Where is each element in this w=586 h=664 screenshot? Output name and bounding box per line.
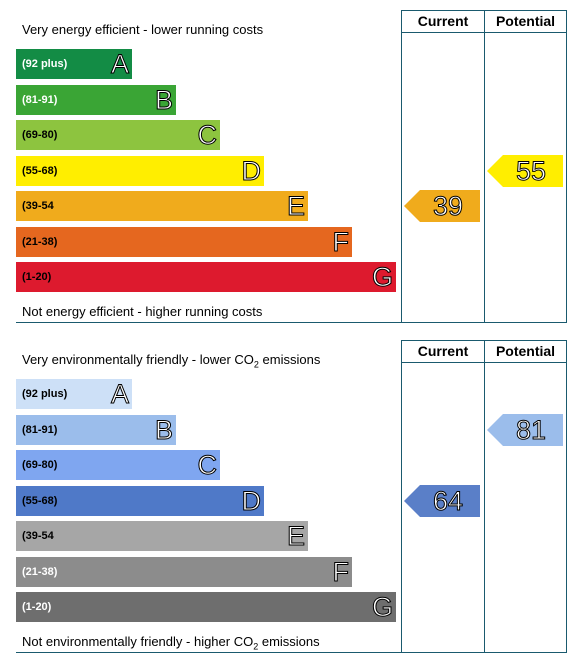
- band-range: (55-68): [22, 164, 58, 177]
- band-e: (39-54 E: [16, 191, 308, 222]
- band-a: (92 plus) A: [16, 379, 132, 410]
- band-range: (1-20): [22, 271, 52, 283]
- environment-top-label: Very environmentally friendly - lower CO…: [22, 352, 321, 370]
- current-column-header: Current: [417, 343, 469, 359]
- band-e: (39-54 E: [16, 521, 308, 552]
- band-d: (55-68) D: [16, 485, 264, 516]
- band-c: (69-80) C: [16, 120, 220, 151]
- band-letter: C: [197, 450, 217, 481]
- potential-rating-value: 81: [515, 414, 547, 445]
- current-column-header: Current: [417, 13, 469, 29]
- potential-column-header: Potential: [495, 343, 556, 359]
- band-c: (69-80) C: [16, 450, 220, 481]
- potential-rating-arrow: 81: [487, 413, 563, 446]
- band-letter: G: [371, 592, 393, 623]
- band-letter: B: [154, 414, 173, 445]
- band-range: (92 plus): [22, 388, 68, 400]
- band-range: (39-54: [22, 200, 54, 212]
- band-g: (1-20) G: [16, 592, 396, 623]
- band-f: (21-38) F: [16, 226, 352, 257]
- band-letter: F: [332, 226, 349, 257]
- band-range: (81-91): [22, 423, 58, 436]
- current-rating-value: 39: [432, 191, 464, 222]
- potential-rating-value: 55: [515, 155, 547, 186]
- band-letter: B: [154, 84, 173, 115]
- band-range: (69-80): [22, 459, 58, 471]
- band-letter: E: [286, 191, 305, 222]
- current-rating-value: 64: [432, 485, 464, 516]
- band-letter: A: [110, 49, 129, 80]
- band-range: (69-80): [22, 129, 58, 141]
- band-letter: C: [197, 120, 217, 151]
- energy-top-label: Very energy efficient - lower running co…: [22, 22, 264, 37]
- band-a: (92 plus) A: [16, 49, 132, 80]
- energy-efficiency-chart: Current Potential Very energy efficient …: [16, 10, 567, 323]
- band-range: (81-91): [22, 93, 58, 106]
- current-rating-arrow: 64: [404, 484, 480, 517]
- band-letter: F: [332, 556, 349, 587]
- band-letter: E: [286, 521, 305, 552]
- band-b: (81-91) B: [16, 84, 176, 115]
- band-range: (21-38): [22, 565, 58, 578]
- environmental-impact-chart: Current Potential Very environmentally f…: [16, 340, 567, 653]
- band-range: (21-38): [22, 235, 58, 248]
- band-d: (55-68) D: [16, 155, 264, 186]
- band-f: (21-38) F: [16, 556, 352, 587]
- band-b: (81-91) B: [16, 414, 176, 445]
- band-range: (55-68): [22, 494, 58, 507]
- potential-rating-arrow: 55: [487, 154, 563, 187]
- band-letter: G: [371, 262, 393, 293]
- energy-bottom-label: Not energy efficient - higher running co…: [22, 304, 263, 319]
- band-letter: D: [241, 155, 261, 186]
- band-range: (39-54: [22, 530, 54, 542]
- band-letter: A: [110, 379, 129, 410]
- band-letter: D: [241, 485, 261, 516]
- environment-bottom-label: Not environmentally friendly - higher CO…: [22, 634, 320, 652]
- current-rating-arrow: 39: [404, 190, 480, 222]
- band-g: (1-20) G: [16, 262, 396, 293]
- potential-column-header: Potential: [495, 13, 556, 29]
- band-range: (1-20): [22, 601, 52, 613]
- band-range: (92 plus): [22, 58, 68, 70]
